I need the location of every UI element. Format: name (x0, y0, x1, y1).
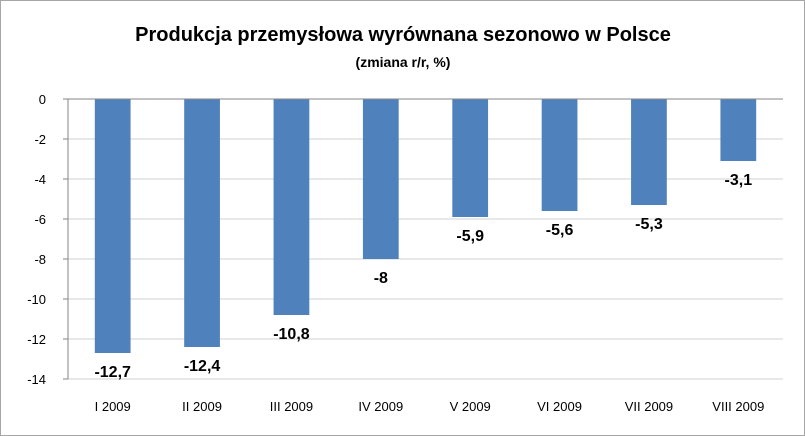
y-tick-label: -4 (34, 172, 46, 187)
data-label: -8 (374, 270, 388, 287)
x-tick-label: I 2009 (95, 399, 131, 414)
y-tick-label: -14 (27, 372, 46, 387)
bar (541, 99, 578, 211)
x-tick-label: III 2009 (270, 399, 313, 414)
bar (94, 99, 131, 353)
bars (94, 99, 757, 353)
bar (273, 99, 310, 315)
x-tick-label: IV 2009 (358, 399, 403, 414)
axes (63, 98, 783, 380)
gridlines (68, 98, 783, 380)
bar (720, 99, 757, 161)
x-tick-label: VIII 2009 (712, 399, 764, 414)
bar (362, 99, 399, 259)
x-tick-label: VI 2009 (537, 399, 582, 414)
bar (452, 99, 489, 217)
x-tick-label: VII 2009 (625, 399, 673, 414)
y-tick-label: -6 (34, 212, 46, 227)
data-label: -10,8 (273, 326, 310, 343)
data-label: -12,7 (94, 364, 131, 381)
chart-subtitle: (zmiana r/r, %) (356, 54, 451, 70)
bar (184, 99, 220, 347)
y-tick-label: -8 (34, 252, 46, 267)
x-tick-label: II 2009 (182, 399, 222, 414)
data-label: -5,9 (456, 228, 484, 245)
labels: 0 -2 -4 -6 -8 -10 -12 -14 -12,7 I 2009 -12,4 II 200… (27, 92, 764, 414)
y-tick-label: -10 (27, 292, 46, 307)
bar (631, 99, 667, 205)
data-label: -12,4 (184, 358, 221, 375)
data-label: -5,3 (635, 216, 663, 233)
data-label: -3,1 (725, 172, 753, 189)
y-tick-label: 0 (39, 92, 46, 107)
data-label: -5,6 (546, 222, 574, 239)
x-tick-label: V 2009 (450, 399, 491, 414)
chart-title: Produkcja przemysłowa wyrównana sezonowo… (135, 24, 671, 46)
y-tick-label: -12 (27, 332, 46, 347)
y-tick-label: -2 (34, 132, 46, 147)
